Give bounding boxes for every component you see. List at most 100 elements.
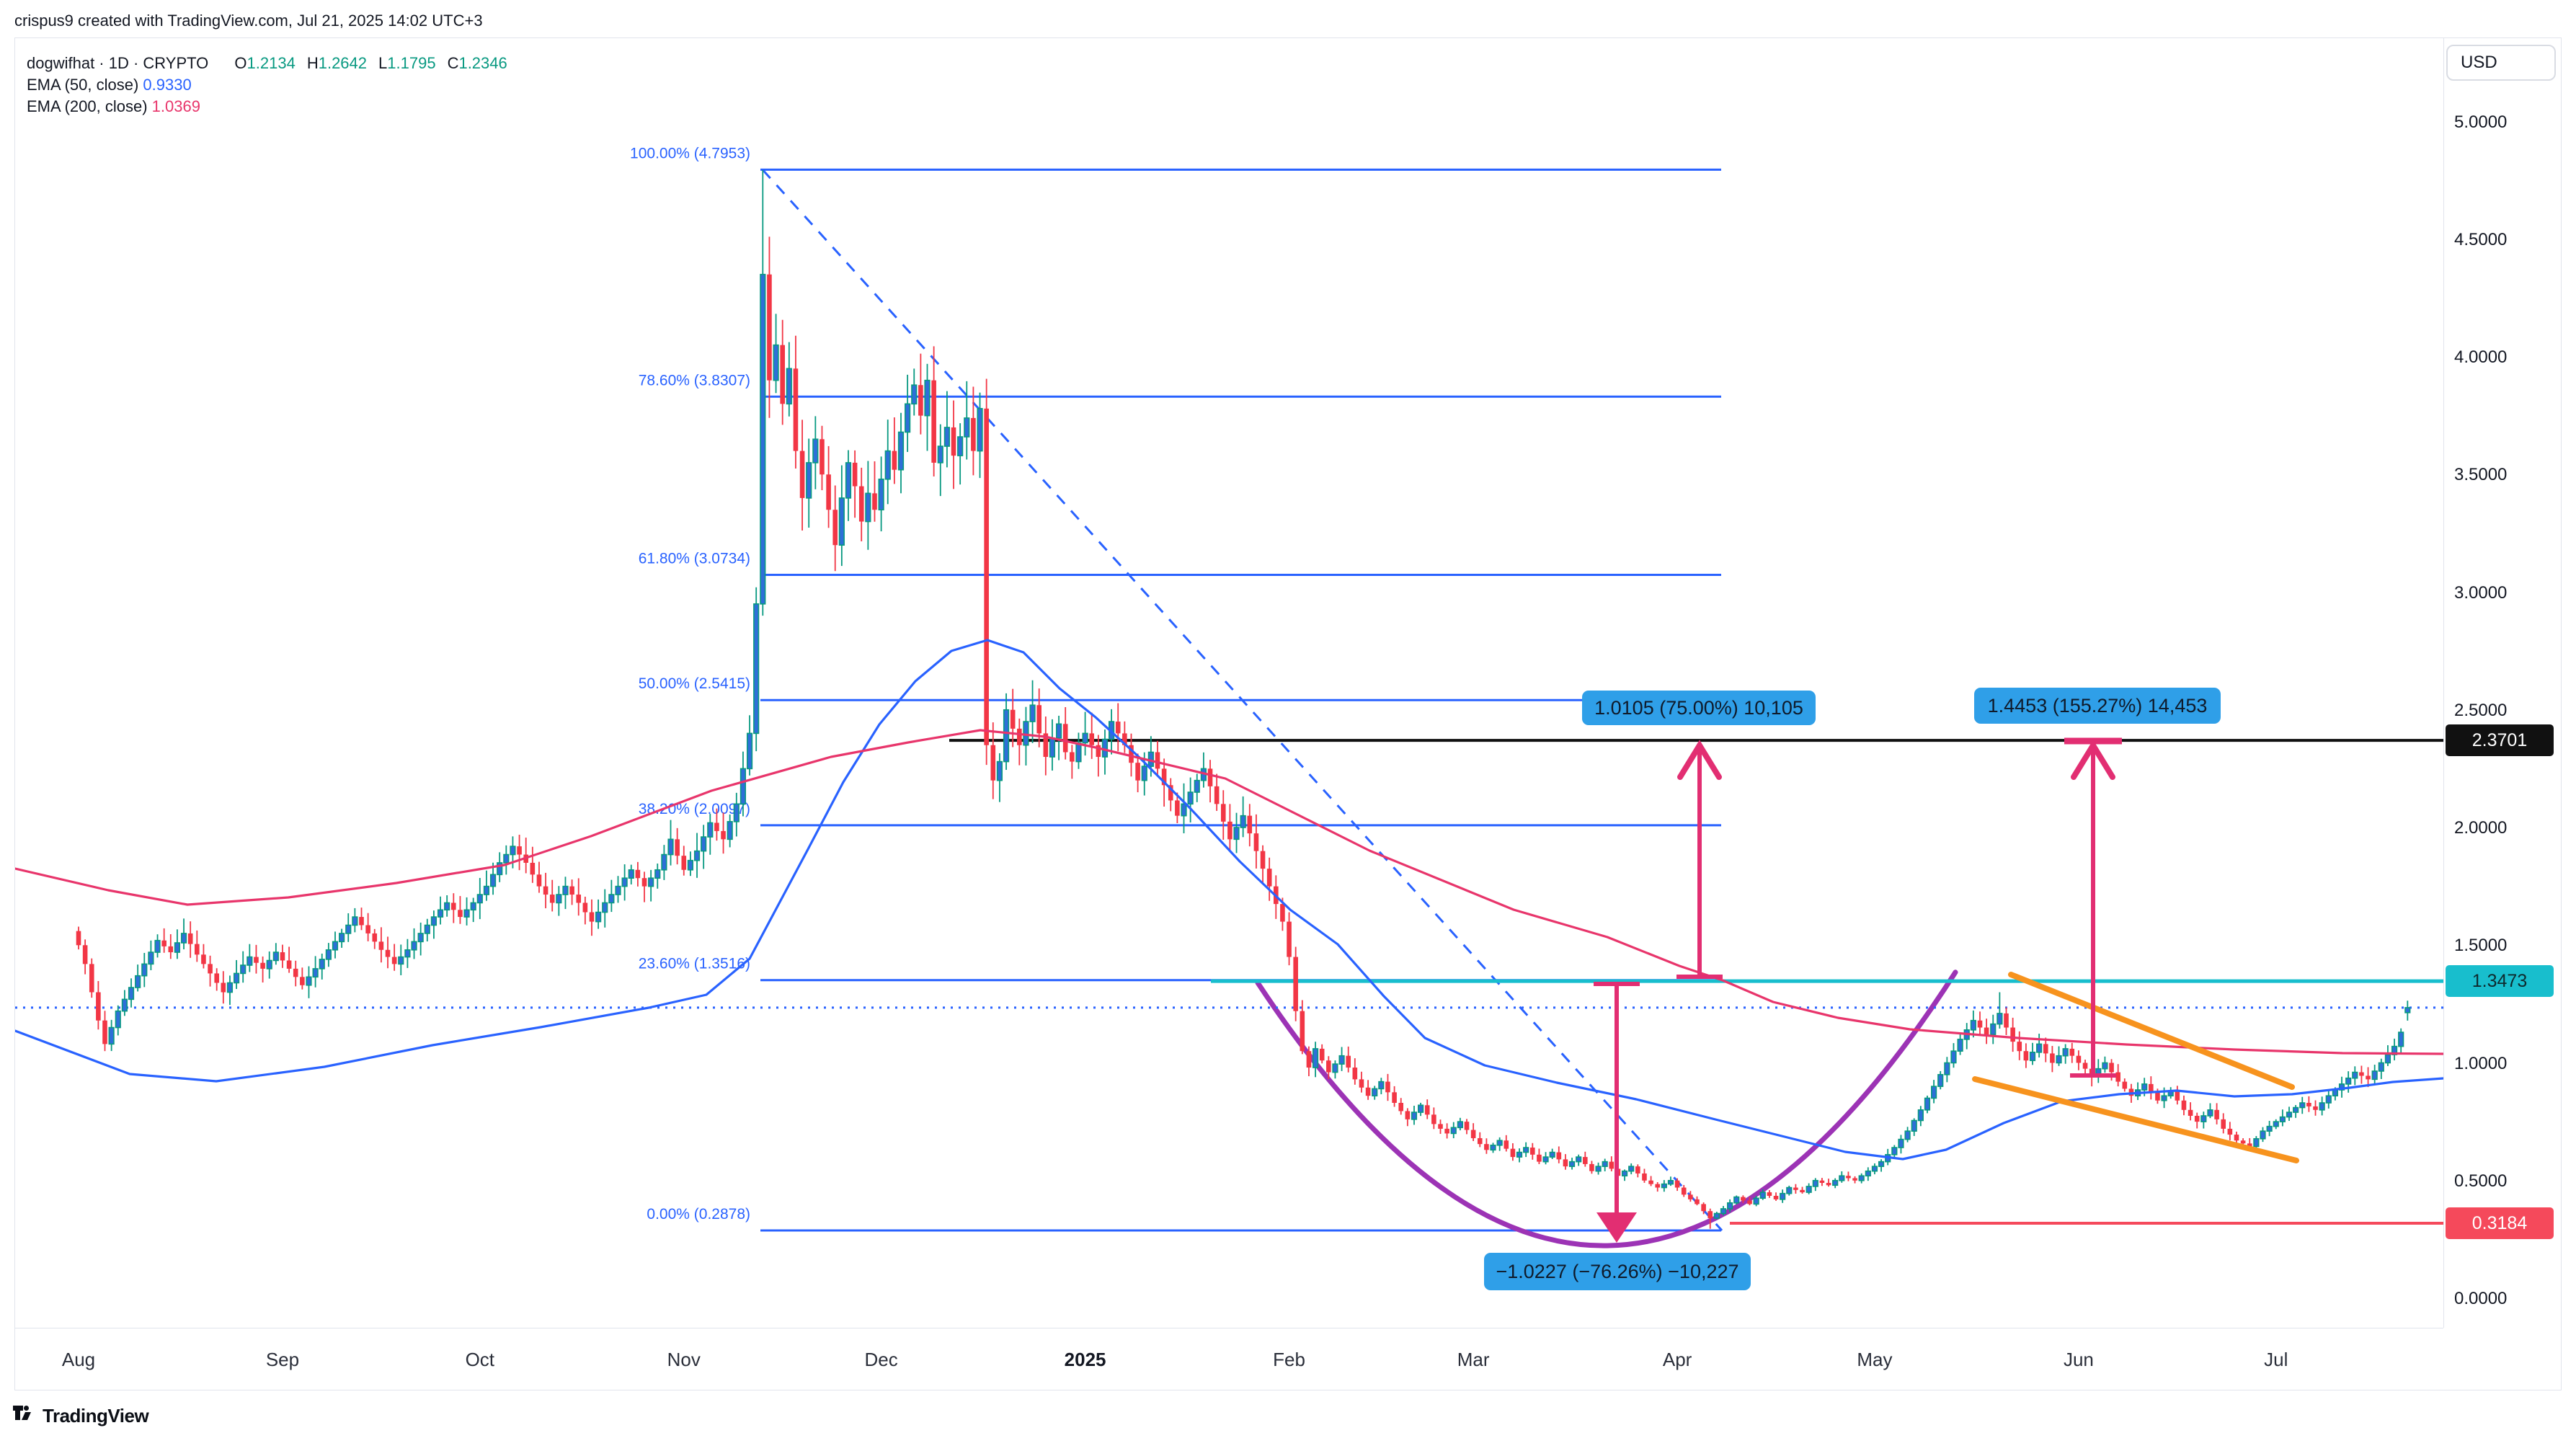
- indicator-value: 0.9330: [143, 76, 192, 94]
- candle-body: [2345, 1077, 2352, 1085]
- candle-body: [1839, 1175, 1845, 1181]
- chart-legend: dogwifhat · 1D · CRYPTO O1.2134 H1.2642 L1…: [27, 53, 507, 117]
- candle-body: [108, 1026, 115, 1045]
- time-tick-apr: Apr: [1662, 1349, 1692, 1370]
- candle-body: [562, 885, 569, 895]
- candle-body: [1977, 1020, 1983, 1028]
- candle-body: [1359, 1079, 1364, 1088]
- candle-body: [793, 368, 799, 451]
- candle-body: [444, 902, 450, 911]
- indicator-label: EMA (200, close): [27, 97, 152, 115]
- tradingview-logo-icon[interactable]: [12, 1405, 37, 1427]
- candle-body: [1806, 1186, 1812, 1193]
- candle-body: [1904, 1130, 1911, 1140]
- page-title: crispus9 created with TradingView.com, J…: [14, 12, 483, 30]
- footer: TradingView: [12, 1401, 149, 1430]
- candle-body: [1537, 1154, 1542, 1162]
- candle-body: [806, 462, 812, 499]
- candle-body: [378, 941, 384, 950]
- price-tick: 0.0000: [2454, 1289, 2508, 1308]
- ohlc-values: O1.2134 H1.2642 L1.1795 C1.2346: [223, 54, 507, 72]
- teal-price-label: 1.3473: [2446, 965, 2554, 998]
- candle-body: [1405, 1111, 1411, 1119]
- candle-body: [1260, 851, 1266, 869]
- candle-body: [1187, 791, 1194, 805]
- candle-body: [510, 846, 516, 856]
- currency-button[interactable]: USD: [2446, 45, 2556, 81]
- candle-body: [121, 998, 128, 1012]
- time-tick-nov: Nov: [667, 1349, 701, 1370]
- candle-body: [476, 894, 483, 904]
- candle-body: [1655, 1184, 1661, 1188]
- candle-body: [1496, 1140, 1503, 1146]
- falling-wedge-upper[interactable]: [2008, 972, 2295, 1090]
- candle-body: [878, 478, 884, 511]
- symbol-row[interactable]: dogwifhat · 1D · CRYPTO O1.2134 H1.2642 L1…: [27, 53, 507, 74]
- candle-body: [1556, 1152, 1562, 1160]
- candle-body: [2004, 1013, 2009, 1028]
- candle-body: [300, 977, 305, 985]
- candle-body: [918, 385, 923, 416]
- measure-callout[interactable]: 1.4453 (155.27%) 14,453: [1974, 688, 2221, 724]
- candle-body: [1674, 1180, 1680, 1188]
- price-axis[interactable]: USD 5.0000 4.5000 4.0000 3.5000 3.0000 2.5000…: [2443, 38, 2561, 1328]
- measure-arrow-155pct[interactable]: [2064, 737, 2122, 1078]
- candle-body: [2384, 1054, 2391, 1064]
- candle-body: [135, 975, 141, 988]
- candle-body: [345, 924, 352, 934]
- candle-body: [733, 803, 740, 822]
- candle-body: [398, 956, 404, 965]
- measure-arrow-75pct[interactable]: [1676, 740, 1723, 979]
- candle-body: [812, 438, 819, 463]
- candle-body: [89, 964, 94, 993]
- fib-level-label: 50.00% (2.5415): [639, 675, 750, 692]
- resistance-price-label: 2.3701: [2446, 724, 2554, 757]
- rounded-bottom-arc[interactable]: [1255, 970, 1958, 1248]
- candle-body: [1990, 1023, 1997, 1036]
- candle-body: [838, 497, 845, 546]
- measure-arrow-down-76pct[interactable]: [1594, 982, 1640, 1243]
- chart-pane[interactable]: 100.00% (4.7953) 78.60% (3.8307) 61.80% (3…: [15, 38, 2443, 1328]
- ema200-line[interactable]: [15, 729, 2443, 1055]
- fib-trend-dashed-line[interactable]: [761, 169, 1723, 1232]
- candle-body: [1352, 1068, 1358, 1080]
- candle-body: [740, 768, 747, 805]
- candle-body: [1319, 1048, 1325, 1061]
- candle-body: [1017, 728, 1022, 745]
- candle-body: [2293, 1106, 2299, 1113]
- measure-callout[interactable]: −1.0227 (−76.26%) −10,227: [1484, 1253, 1751, 1290]
- candle-body: [96, 992, 101, 1021]
- candle-body: [1247, 815, 1253, 834]
- time-axis[interactable]: Aug Sep Oct Nov Dec 2025 Feb Mar Apr May Jun Jul: [15, 1328, 2443, 1390]
- candle-body: [621, 877, 628, 887]
- candle-body: [1957, 1039, 1963, 1052]
- time-tick-2025: 2025: [1064, 1349, 1106, 1370]
- candle-body: [1365, 1087, 1371, 1096]
- candle-body: [1516, 1151, 1523, 1158]
- candle-body: [1168, 785, 1173, 801]
- candle-body: [1418, 1104, 1424, 1113]
- fib-level-label: 23.60% (1.3516): [639, 956, 750, 972]
- symbol-title[interactable]: dogwifhat · 1D · CRYPTO: [27, 54, 209, 72]
- candle-body: [2306, 1103, 2311, 1106]
- falling-wedge-lower[interactable]: [1972, 1076, 2299, 1163]
- candle-body: [1701, 1204, 1706, 1212]
- candle-body: [2128, 1088, 2134, 1096]
- candle-body: [1707, 1211, 1713, 1218]
- candle-body: [1023, 721, 1029, 746]
- indicator-row[interactable]: EMA (50, close) 0.9330: [27, 74, 507, 96]
- candle-body: [1661, 1183, 1667, 1189]
- candle-body: [721, 830, 726, 840]
- candle-body: [1214, 786, 1220, 804]
- candle-body: [404, 949, 411, 958]
- indicator-row[interactable]: EMA (200, close) 1.0369: [27, 96, 507, 117]
- brand-name[interactable]: TradingView: [43, 1404, 149, 1427]
- measure-callout[interactable]: 1.0105 (75.00%) 10,105: [1582, 691, 1816, 725]
- candle-body: [687, 859, 694, 871]
- candle-body: [161, 940, 166, 946]
- candle-body: [1287, 921, 1292, 957]
- candle-body: [2286, 1112, 2293, 1118]
- candle-body: [2332, 1089, 2339, 1097]
- candle-body: [661, 853, 667, 871]
